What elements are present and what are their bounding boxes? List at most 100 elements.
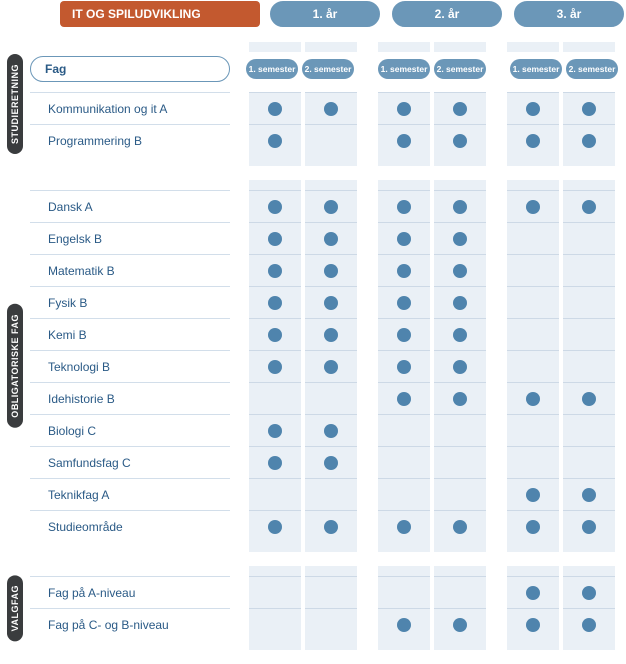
cell [378, 124, 430, 156]
cell [378, 286, 430, 318]
cell [378, 478, 430, 510]
cell [378, 222, 430, 254]
dot-icon [397, 328, 411, 342]
row-label: Biologi C [30, 414, 230, 446]
cell [563, 190, 615, 222]
table-row: Fag på C- og B-niveau [30, 608, 626, 640]
cell [434, 350, 486, 382]
table-row: Matematik B [30, 254, 626, 286]
dot-icon [453, 134, 467, 148]
cell [434, 190, 486, 222]
dot-icon [526, 134, 540, 148]
semester-group: 1. semester2. semester [238, 59, 362, 79]
table-row: Programmering B [30, 124, 626, 156]
section-tab-label: VALGFAG [7, 575, 23, 641]
table-row: Teknikfag A [30, 478, 626, 510]
row-label: Fysik B [30, 286, 230, 318]
cell [378, 92, 430, 124]
dot-icon [324, 264, 338, 278]
dot-icon [268, 424, 282, 438]
dot-icon [324, 520, 338, 534]
row-label: Dansk A [30, 190, 230, 222]
cell [378, 510, 430, 542]
dot-icon [453, 296, 467, 310]
cell [563, 286, 615, 318]
header-row: IT OG SPILUDVIKLING 1. år 2. år 3. år [0, 0, 626, 28]
cell [305, 92, 357, 124]
cell [507, 222, 559, 254]
dot-icon [453, 328, 467, 342]
cell [305, 510, 357, 542]
dot-icon [324, 328, 338, 342]
dot-icon [453, 520, 467, 534]
cell [378, 414, 430, 446]
fag-label: Fag [30, 56, 230, 82]
semester-group: 1. semester2. semester [370, 59, 494, 79]
dot-icon [582, 520, 596, 534]
dot-icon [268, 520, 282, 534]
semester-pill: 2. semester [302, 59, 354, 79]
dot-icon [453, 392, 467, 406]
cell [507, 124, 559, 156]
dot-icon [453, 360, 467, 374]
dot-icon [324, 102, 338, 116]
cell [434, 414, 486, 446]
cell [434, 608, 486, 640]
cell [305, 254, 357, 286]
dot-icon [397, 618, 411, 632]
cell [507, 190, 559, 222]
dot-icon [453, 200, 467, 214]
row-label: Programmering B [30, 124, 230, 156]
section-tab-label: STUDIERETNING [7, 54, 23, 154]
dot-icon [268, 200, 282, 214]
year-pill-1: 1. år [270, 1, 380, 27]
table-row: Engelsk B [30, 222, 626, 254]
cell [563, 446, 615, 478]
dot-icon [453, 102, 467, 116]
section-studieretning: STUDIERETNINGFag1. semester2. semester1.… [0, 42, 626, 166]
cell [507, 382, 559, 414]
page-title: IT OG SPILUDVIKLING [60, 1, 260, 27]
cell [563, 382, 615, 414]
cell [507, 318, 559, 350]
semester-pill: 1. semester [246, 59, 298, 79]
dot-icon [268, 296, 282, 310]
cell [434, 382, 486, 414]
cell [434, 510, 486, 542]
dot-icon [526, 488, 540, 502]
row-label: Kemi B [30, 318, 230, 350]
dot-icon [397, 520, 411, 534]
dot-icon [268, 328, 282, 342]
cell [434, 92, 486, 124]
table-row: Biologi C [30, 414, 626, 446]
dot-icon [453, 264, 467, 278]
row-label: Engelsk B [30, 222, 230, 254]
cell [378, 446, 430, 478]
cell [305, 222, 357, 254]
table-row: Dansk A [30, 190, 626, 222]
dot-icon [582, 392, 596, 406]
section-tab: VALGFAG [0, 566, 30, 650]
cell [507, 446, 559, 478]
cell [563, 92, 615, 124]
dot-icon [526, 392, 540, 406]
cell [249, 478, 301, 510]
cell [434, 318, 486, 350]
cell [378, 318, 430, 350]
cell [378, 608, 430, 640]
cell [305, 350, 357, 382]
cell [305, 190, 357, 222]
cell [305, 478, 357, 510]
cell [378, 254, 430, 286]
dot-icon [526, 520, 540, 534]
row-label: Teknikfag A [30, 478, 230, 510]
year-pill-2: 2. år [392, 1, 502, 27]
dot-icon [268, 456, 282, 470]
cell [378, 382, 430, 414]
dot-icon [582, 586, 596, 600]
year-pill-3: 3. år [514, 1, 624, 27]
cell [434, 478, 486, 510]
dot-icon [582, 102, 596, 116]
dot-icon [324, 360, 338, 374]
cell [507, 254, 559, 286]
